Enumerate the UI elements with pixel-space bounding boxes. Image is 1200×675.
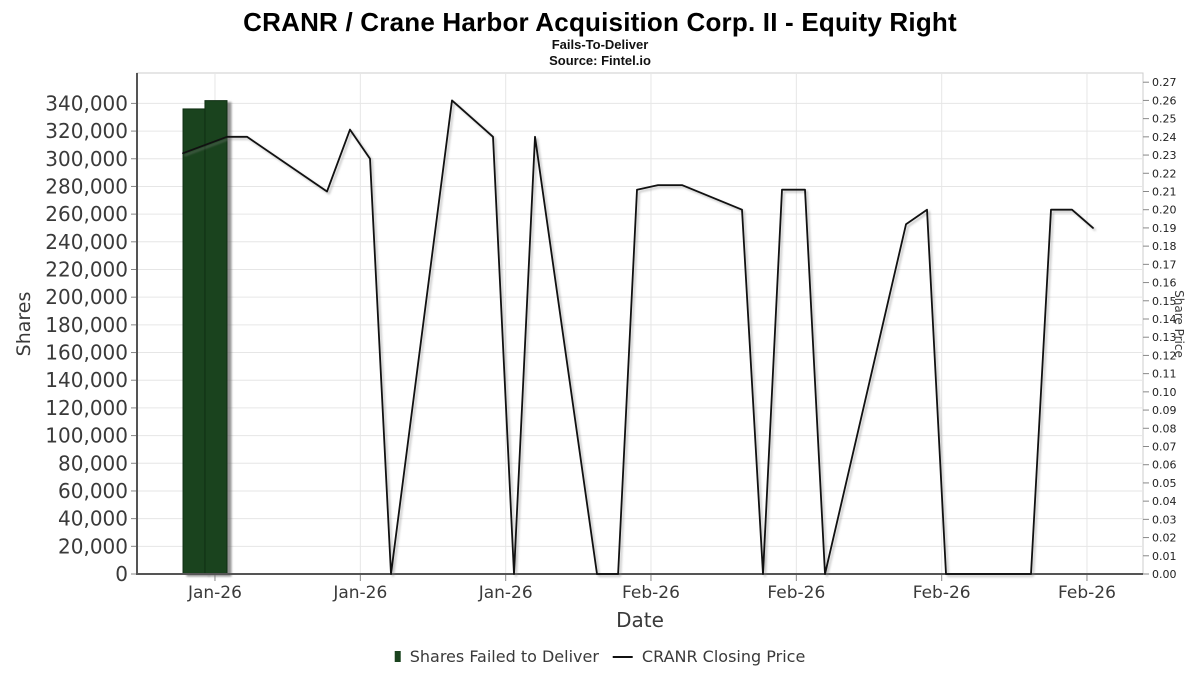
right-tick-label: 0.11 bbox=[1152, 368, 1177, 381]
left-tick-label: 60,000 bbox=[58, 479, 128, 503]
right-tick-label: 0.19 bbox=[1152, 222, 1177, 235]
left-tick-label: 120,000 bbox=[45, 396, 128, 420]
left-tick-label: 340,000 bbox=[45, 91, 128, 115]
left-tick-label: 320,000 bbox=[45, 119, 128, 143]
right-tick-label: 0.27 bbox=[1152, 76, 1177, 89]
x-tick-label: Jan-26 bbox=[478, 583, 533, 603]
bar-series-marker-icon bbox=[394, 651, 401, 662]
left-tick-label: 260,000 bbox=[45, 202, 128, 226]
price-line bbox=[182, 99, 1094, 575]
right-tick-label: 0.10 bbox=[1152, 386, 1177, 399]
right-tick-label: 0.26 bbox=[1152, 94, 1177, 107]
ftd-bar bbox=[182, 108, 206, 575]
line-series-label: CRANR Closing Price bbox=[641, 647, 806, 666]
right-tick-label: 0.25 bbox=[1152, 113, 1177, 126]
x-tick-label: Feb-26 bbox=[913, 583, 971, 603]
right-tick-label: 0.06 bbox=[1152, 459, 1177, 472]
right-axis-title: Share Price bbox=[1172, 290, 1186, 358]
left-tick-label: 140,000 bbox=[45, 368, 128, 392]
x-tick-label: Jan-26 bbox=[187, 583, 242, 603]
right-tick-label: 0.03 bbox=[1152, 513, 1177, 526]
right-tick-label: 0.04 bbox=[1152, 495, 1177, 508]
legend: Shares Failed to Deliver CRANR Closing P… bbox=[394, 647, 806, 666]
x-tick-label: Feb-26 bbox=[767, 583, 825, 603]
left-tick-label: 40,000 bbox=[58, 507, 128, 531]
right-tick-label: 0.17 bbox=[1152, 258, 1177, 271]
chart-title: CRANR / Crane Harbor Acquisition Corp. I… bbox=[243, 7, 957, 37]
x-tick-label: Feb-26 bbox=[1058, 583, 1116, 603]
right-tick-label: 0.05 bbox=[1152, 477, 1177, 490]
right-tick-label: 0.14 bbox=[1152, 313, 1177, 326]
left-tick-label: 160,000 bbox=[45, 341, 128, 365]
right-tick-label: 0.02 bbox=[1152, 532, 1177, 545]
plot-border bbox=[136, 72, 1144, 575]
left-axis-title: Shares bbox=[13, 291, 35, 357]
right-tick-label: 0.09 bbox=[1152, 404, 1177, 417]
left-tick-label: 20,000 bbox=[58, 534, 128, 558]
left-tick-label: 280,000 bbox=[45, 174, 128, 198]
right-tick-label: 0.12 bbox=[1152, 349, 1177, 362]
ftd-bar bbox=[204, 100, 228, 575]
left-tick-label: 240,000 bbox=[45, 230, 128, 254]
right-tick-label: 0.20 bbox=[1152, 204, 1177, 217]
left-tick-label: 200,000 bbox=[45, 285, 128, 309]
left-tick-label: 180,000 bbox=[45, 313, 128, 337]
right-tick-label: 0.18 bbox=[1152, 240, 1177, 253]
line-series-marker-icon bbox=[612, 655, 633, 658]
chart-source-credit: Source: Fintel.io bbox=[549, 53, 651, 68]
x-tick-label: Feb-26 bbox=[622, 583, 680, 603]
x-axis-title: Date bbox=[616, 608, 664, 632]
right-tick-label: 0.00 bbox=[1152, 568, 1177, 581]
right-tick-label: 0.21 bbox=[1152, 185, 1177, 198]
right-tick-label: 0.23 bbox=[1152, 149, 1177, 162]
right-tick-label: 0.01 bbox=[1152, 550, 1177, 563]
chart-subtitle: Fails-To-Deliver bbox=[551, 37, 649, 52]
x-tick-label: Jan-26 bbox=[332, 583, 387, 603]
right-tick-label: 0.16 bbox=[1152, 277, 1177, 290]
right-tick-label: 0.07 bbox=[1152, 440, 1177, 453]
right-tick-label: 0.24 bbox=[1152, 131, 1177, 144]
left-tick-label: 100,000 bbox=[45, 424, 128, 448]
left-tick-label: 300,000 bbox=[45, 147, 128, 171]
right-tick-label: 0.08 bbox=[1152, 422, 1177, 435]
left-tick-label: 80,000 bbox=[58, 451, 128, 475]
left-tick-label: 220,000 bbox=[45, 257, 128, 281]
right-tick-label: 0.13 bbox=[1152, 331, 1177, 344]
right-tick-label: 0.15 bbox=[1152, 295, 1177, 308]
right-tick-label: 0.22 bbox=[1152, 167, 1177, 180]
bar-series-label: Shares Failed to Deliver bbox=[409, 647, 599, 666]
left-tick-label: 0 bbox=[115, 562, 128, 586]
